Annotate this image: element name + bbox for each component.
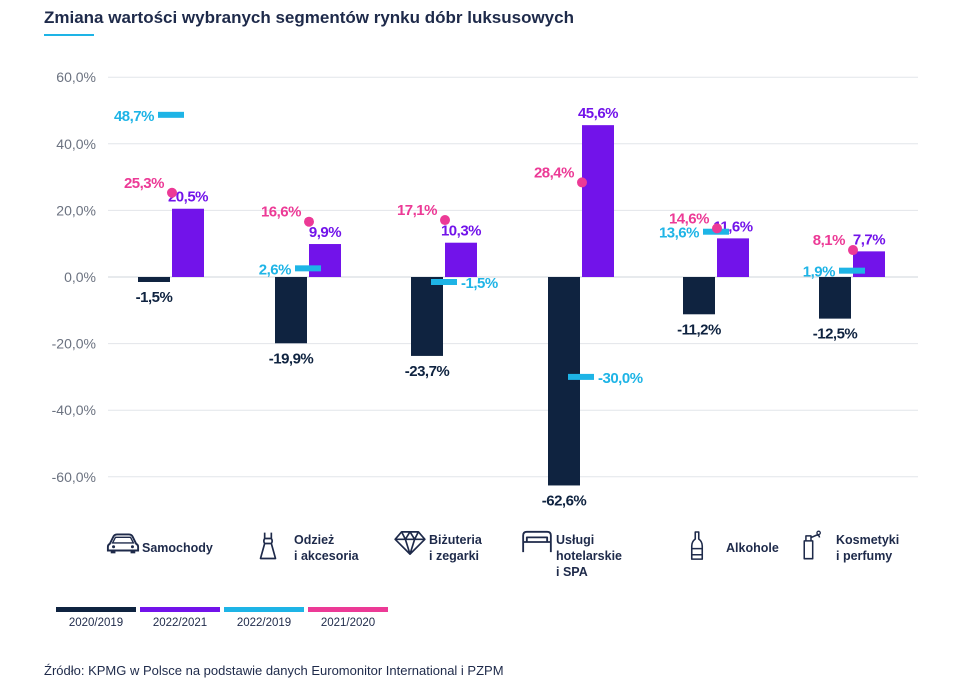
bottle-icon — [690, 530, 726, 570]
bar-2022-2021 — [172, 208, 204, 277]
label-2022-2021: 7,7% — [853, 231, 885, 248]
label-2022-2019: 13,6% — [659, 225, 699, 242]
label-2022-2021: 10,3% — [441, 223, 481, 240]
legend-swatch — [140, 607, 220, 612]
category-5: Alkohole — [690, 530, 779, 570]
category-2: Odzież i akcesoria — [258, 530, 359, 570]
label-2021-2020: 28,4% — [534, 164, 574, 181]
legend-swatch — [56, 607, 136, 612]
legend-item: 2021/2020 — [308, 607, 388, 629]
marker-2022-2019 — [431, 278, 457, 285]
bar-chart: 60,0% 40,0% 20,0% 0,0% -20,0% -40,0% -60,0% -1,… — [52, 69, 918, 509]
bar-2022-2021 — [445, 242, 477, 277]
label-2020-2019: -23,7% — [405, 363, 450, 380]
perfume-icon — [800, 530, 836, 570]
source-note: Źródło: KPMG w Polsce na podstawie danyc… — [44, 663, 504, 678]
category-label: Kosmetyki i perfumy — [836, 533, 900, 563]
category-6: Kosmetyki i perfumy — [800, 530, 899, 570]
label-2022-2019: 48,7% — [114, 108, 154, 125]
bar-2020-2019 — [411, 277, 443, 356]
legend-label: 2022/2019 — [236, 617, 292, 629]
legend-swatch — [224, 607, 304, 612]
label-2022-2021: 9,9% — [309, 224, 341, 241]
marker-2022-2019 — [158, 111, 184, 118]
label-2022-2019: 2,6% — [259, 261, 291, 278]
label-2022-2021: 20,5% — [168, 189, 208, 206]
marker-2021-2020 — [304, 216, 314, 227]
y-tick-label: 0,0% — [64, 269, 96, 285]
legend-label: 2022/2021 — [152, 617, 208, 629]
y-tick-label: 40,0% — [56, 136, 96, 152]
label-2022-2019: -30,0% — [598, 370, 643, 387]
y-tick-label: -60,0% — [52, 469, 96, 485]
label-2021-2020: 14,6% — [669, 210, 709, 227]
marker-2021-2020 — [577, 177, 587, 188]
bar-2022-2021 — [582, 125, 614, 277]
legend-item: 2020/2019 — [56, 607, 136, 629]
category-1: Samochody — [106, 530, 213, 570]
y-tick-label: 20,0% — [56, 202, 96, 218]
label-2022-2021: 45,6% — [578, 105, 618, 122]
legend-label: 2020/2019 — [68, 617, 124, 629]
marker-2021-2020 — [440, 215, 450, 226]
category-label: Biżuteria i zegarki — [429, 533, 482, 563]
bar-2020-2019 — [275, 277, 307, 344]
category-label: Usługi hotelarskie i SPA — [556, 533, 623, 579]
legend-label: 2021/2020 — [320, 617, 376, 629]
title-underline — [44, 34, 94, 36]
marker-2021-2020 — [167, 187, 177, 198]
category-label: Samochody — [142, 541, 213, 555]
category-label: Odzież i akcesoria — [294, 533, 359, 563]
legend-item: 2022/2021 — [140, 607, 220, 629]
label-2021-2020: 17,1% — [397, 202, 437, 219]
chart-title: Zmiana wartości wybranych segmentów rynk… — [44, 8, 574, 27]
car-icon — [106, 530, 142, 570]
bed-icon — [520, 530, 556, 570]
dress-icon — [258, 530, 294, 570]
bar-2020-2019 — [138, 277, 170, 282]
label-2022-2019: -1,5% — [461, 275, 498, 292]
label-2021-2020: 25,3% — [124, 175, 164, 192]
y-tick-label: -20,0% — [52, 336, 96, 352]
bar-2022-2021 — [717, 238, 749, 277]
marker-2021-2020 — [712, 223, 722, 234]
marker-2022-2019 — [568, 373, 594, 380]
category-3: Biżuteria i zegarki — [393, 530, 482, 570]
label-2022-2019: 1,9% — [803, 264, 835, 281]
label-2021-2020: 16,6% — [261, 204, 301, 221]
bar-2020-2019 — [548, 277, 580, 486]
label-2020-2019: -12,5% — [813, 326, 858, 343]
y-tick-label: 60,0% — [56, 69, 96, 85]
category-label: Alkohole — [726, 541, 779, 555]
label-2020-2019: -11,2% — [677, 321, 721, 338]
label-2020-2019: -62,6% — [542, 492, 587, 509]
bar-2020-2019 — [819, 277, 851, 319]
y-tick-label: -40,0% — [52, 402, 96, 418]
diamond-icon — [393, 530, 429, 570]
legend-swatch — [308, 607, 388, 612]
label-2021-2020: 8,1% — [813, 232, 845, 249]
bar-2020-2019 — [683, 277, 715, 315]
marker-2022-2019 — [295, 265, 321, 272]
marker-2022-2019 — [839, 267, 865, 274]
marker-2021-2020 — [848, 245, 858, 256]
category-4: Usługi hotelarskie i SPA — [520, 530, 622, 580]
bar-2022-2021 — [309, 244, 341, 277]
legend-item: 2022/2019 — [224, 607, 304, 629]
label-2020-2019: -1,5% — [136, 289, 173, 306]
label-2020-2019: -19,9% — [269, 350, 314, 367]
